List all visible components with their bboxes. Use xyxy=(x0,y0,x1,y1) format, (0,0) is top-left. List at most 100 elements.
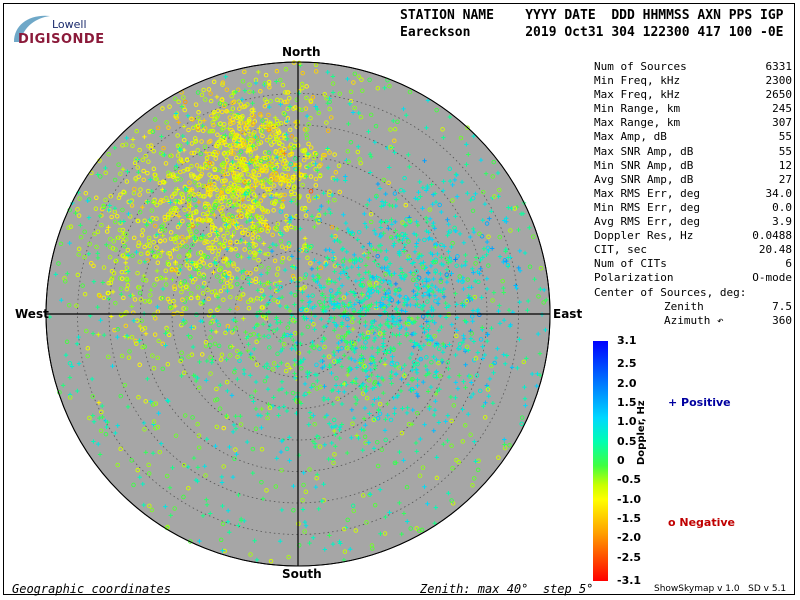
negative-source-mark xyxy=(285,173,291,178)
positive-source-mark xyxy=(337,290,343,296)
negative-source-mark xyxy=(220,82,225,87)
stat-row: Max SNR Amp, dB 55 xyxy=(594,145,792,159)
positive-source-mark xyxy=(433,284,438,290)
negative-source-mark xyxy=(173,236,179,241)
positive-source-mark xyxy=(67,392,73,397)
negative-source-mark xyxy=(383,437,388,443)
positive-source-mark xyxy=(299,298,305,303)
positive-source-mark xyxy=(421,379,426,385)
negative-source-mark xyxy=(226,142,232,148)
positive-source-mark xyxy=(369,243,374,249)
positive-source-mark xyxy=(438,271,443,277)
positive-source-mark xyxy=(412,249,418,254)
negative-source-mark xyxy=(268,134,273,139)
negative-source-mark xyxy=(219,127,225,132)
positive-source-mark xyxy=(537,351,543,356)
negative-source-mark xyxy=(259,264,264,269)
negative-source-mark xyxy=(486,263,491,268)
negative-source-mark xyxy=(350,503,356,509)
negative-source-mark xyxy=(271,139,277,145)
negative-source-mark xyxy=(304,84,309,89)
negative-source-mark xyxy=(365,334,371,340)
positive-source-mark xyxy=(541,287,547,293)
negative-source-mark xyxy=(75,207,80,212)
negative-source-mark xyxy=(121,239,126,244)
positive-source-mark xyxy=(381,231,386,236)
negative-source-mark xyxy=(449,498,454,503)
positive-source-mark xyxy=(392,406,397,411)
positive-source-mark xyxy=(366,129,371,134)
positive-source-mark xyxy=(325,69,330,75)
stat-label: Max Amp, dB xyxy=(594,130,667,144)
negative-source-mark xyxy=(368,219,374,225)
positive-source-mark xyxy=(392,150,397,155)
positive-source-mark xyxy=(339,383,344,388)
negative-source-mark xyxy=(228,181,234,186)
positive-source-mark xyxy=(479,325,485,330)
negative-source-mark xyxy=(249,112,255,118)
logo-lowell-text: Lowell xyxy=(52,18,87,31)
negative-source-mark xyxy=(154,245,159,250)
negative-source-mark xyxy=(247,82,252,88)
positive-source-mark xyxy=(378,219,384,224)
positive-source-mark xyxy=(266,327,272,332)
positive-source-mark xyxy=(257,249,263,255)
negative-source-mark xyxy=(329,224,335,230)
positive-source-mark xyxy=(361,335,366,341)
positive-source-mark xyxy=(329,279,334,284)
negative-source-mark xyxy=(353,528,359,533)
positive-source-mark xyxy=(306,294,311,299)
negative-source-mark xyxy=(242,156,247,162)
positive-source-mark xyxy=(140,205,145,210)
positive-source-mark xyxy=(465,191,470,196)
positive-source-mark xyxy=(106,296,111,301)
positive-source-mark xyxy=(292,343,297,349)
negative-source-mark xyxy=(278,238,284,244)
positive-source-mark xyxy=(418,261,424,266)
positive-source-mark xyxy=(544,297,549,303)
positive-source-mark xyxy=(344,249,350,255)
negative-source-mark xyxy=(284,119,289,125)
negative-source-mark xyxy=(300,70,305,76)
negative-source-mark xyxy=(195,295,201,301)
negative-source-mark xyxy=(235,281,240,287)
positive-source-mark xyxy=(154,232,160,237)
negative-source-mark xyxy=(273,149,279,154)
positive-source-mark xyxy=(414,244,419,249)
positive-source-mark xyxy=(381,390,386,396)
positive-source-mark xyxy=(115,334,120,340)
positive-source-mark xyxy=(379,204,384,209)
positive-source-mark xyxy=(339,401,345,407)
positive-source-mark xyxy=(409,351,415,357)
negative-source-mark xyxy=(327,189,332,195)
negative-source-mark xyxy=(207,160,212,166)
negative-source-mark xyxy=(217,206,222,211)
negative-source-mark xyxy=(217,241,222,246)
negative-source-mark xyxy=(189,291,194,296)
negative-source-mark xyxy=(146,238,152,244)
negative-source-mark xyxy=(126,355,132,360)
positive-source-mark xyxy=(192,234,197,240)
positive-source-mark xyxy=(279,295,285,300)
positive-source-mark xyxy=(522,396,528,401)
negative-source-mark xyxy=(348,98,354,104)
positive-source-mark xyxy=(265,280,270,285)
positive-source-mark xyxy=(143,331,149,336)
negative-source-mark xyxy=(322,152,327,158)
negative-source-mark xyxy=(172,286,177,292)
negative-source-mark xyxy=(165,328,170,333)
positive-source-mark xyxy=(255,288,261,293)
negative-source-mark xyxy=(223,102,228,107)
negative-source-mark xyxy=(292,225,298,231)
negative-source-mark xyxy=(470,483,475,488)
negative-source-mark xyxy=(137,209,143,215)
negative-source-mark xyxy=(194,263,199,268)
positive-source-mark xyxy=(412,331,418,336)
positive-source-mark xyxy=(473,459,478,464)
negative-source-mark xyxy=(317,346,322,352)
negative-source-mark xyxy=(296,542,302,548)
negative-source-mark xyxy=(293,156,298,161)
negative-source-mark xyxy=(367,282,373,287)
positive-source-mark xyxy=(267,245,273,250)
positive-source-mark xyxy=(396,238,402,244)
